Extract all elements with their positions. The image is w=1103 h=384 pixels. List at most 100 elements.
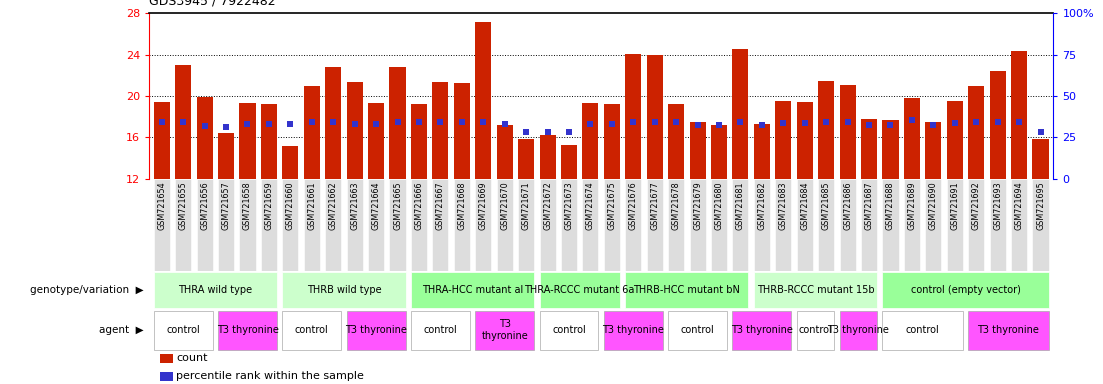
Bar — [175, 65, 191, 179]
Text: control: control — [906, 325, 940, 335]
Bar — [539, 272, 620, 308]
Bar — [218, 311, 277, 350]
Bar — [968, 311, 1049, 350]
Text: T3 thyronine: T3 thyronine — [216, 325, 278, 335]
Bar — [946, 179, 963, 271]
Point — [881, 122, 899, 128]
Bar — [561, 179, 577, 271]
Text: GSM721678: GSM721678 — [672, 181, 681, 230]
Text: GSM721692: GSM721692 — [972, 181, 981, 230]
Bar — [1011, 51, 1027, 179]
Text: GSM721686: GSM721686 — [843, 181, 853, 230]
Text: control: control — [167, 325, 200, 335]
Text: GSM721659: GSM721659 — [265, 181, 274, 230]
Bar — [389, 67, 406, 179]
Bar — [239, 103, 256, 179]
Text: GSM721668: GSM721668 — [458, 181, 467, 230]
Text: count: count — [176, 353, 208, 363]
Bar — [411, 179, 427, 271]
Text: GSM721693: GSM721693 — [993, 181, 1003, 230]
Bar — [882, 272, 1049, 308]
Bar — [153, 179, 170, 271]
Text: control: control — [424, 325, 458, 335]
Bar — [218, 179, 234, 271]
Bar — [453, 83, 470, 179]
Bar — [796, 311, 834, 350]
Bar — [625, 179, 641, 271]
Bar — [496, 179, 513, 271]
Bar — [775, 101, 791, 179]
Bar — [218, 133, 234, 179]
Bar — [389, 179, 406, 271]
Text: GSM721670: GSM721670 — [500, 181, 510, 230]
Point — [581, 121, 599, 127]
Point — [860, 122, 878, 128]
Text: GSM721681: GSM721681 — [736, 181, 745, 230]
Bar — [411, 272, 534, 308]
Point — [431, 119, 449, 125]
Bar — [282, 146, 299, 179]
Bar — [603, 311, 663, 350]
Text: GSM721658: GSM721658 — [243, 181, 251, 230]
Bar — [839, 84, 856, 179]
Bar — [882, 311, 963, 350]
Text: GSM721695: GSM721695 — [1036, 181, 1045, 230]
Text: GSM721685: GSM721685 — [822, 181, 831, 230]
Bar — [411, 104, 427, 179]
Bar — [989, 179, 1006, 271]
Bar — [411, 311, 470, 350]
Text: THRB-HCC mutant bN: THRB-HCC mutant bN — [633, 285, 740, 295]
Bar — [903, 98, 920, 179]
Bar — [1032, 139, 1049, 179]
Text: GSM721661: GSM721661 — [308, 181, 317, 230]
Bar — [753, 124, 770, 179]
Bar — [303, 179, 320, 271]
Bar — [518, 139, 534, 179]
Point — [324, 119, 342, 125]
Text: GSM721683: GSM721683 — [779, 181, 788, 230]
Text: T3 thyronine: T3 thyronine — [731, 325, 793, 335]
Point — [388, 119, 406, 125]
Point — [496, 121, 514, 127]
Text: GDS3945 / 7922482: GDS3945 / 7922482 — [149, 0, 276, 7]
Bar — [582, 179, 599, 271]
Text: genotype/variation  ▶: genotype/variation ▶ — [30, 285, 143, 295]
Bar — [818, 179, 834, 271]
Bar — [539, 135, 556, 179]
Text: percentile rank within the sample: percentile rank within the sample — [176, 371, 364, 381]
Bar — [325, 67, 341, 179]
Bar — [153, 272, 277, 308]
Bar — [839, 179, 856, 271]
Text: GSM721663: GSM721663 — [350, 181, 360, 230]
Bar — [968, 86, 984, 179]
Bar — [689, 122, 706, 179]
Bar — [818, 81, 834, 179]
Bar — [475, 22, 491, 179]
Bar — [732, 179, 749, 271]
Text: T3 thyronine: T3 thyronine — [602, 325, 664, 335]
Bar — [196, 97, 213, 179]
Text: GSM721665: GSM721665 — [393, 181, 401, 230]
Point — [474, 119, 492, 125]
Bar — [603, 104, 620, 179]
Text: GSM721662: GSM721662 — [329, 181, 338, 230]
Point — [196, 123, 214, 129]
Bar — [968, 179, 984, 271]
Text: GSM721667: GSM721667 — [436, 181, 445, 230]
Text: GSM721657: GSM721657 — [222, 181, 231, 230]
Bar — [261, 179, 277, 271]
Text: GSM721676: GSM721676 — [629, 181, 638, 230]
Point — [1010, 119, 1028, 125]
Point — [967, 119, 985, 125]
Bar — [668, 179, 684, 271]
Bar — [668, 311, 727, 350]
Text: T3 thyronine: T3 thyronine — [977, 325, 1039, 335]
Bar — [732, 311, 791, 350]
Point — [988, 119, 1006, 125]
Point — [217, 124, 235, 130]
Text: THRA-RCCC mutant 6a: THRA-RCCC mutant 6a — [525, 285, 635, 295]
Text: THRB wild type: THRB wild type — [307, 285, 382, 295]
Point — [774, 120, 792, 126]
Bar — [539, 311, 599, 350]
Bar — [346, 179, 363, 271]
